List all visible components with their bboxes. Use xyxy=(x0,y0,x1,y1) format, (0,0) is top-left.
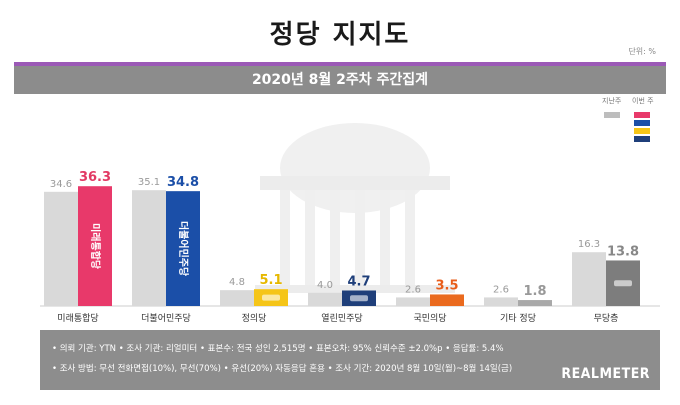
value-label-current-4: 3.5 xyxy=(435,278,458,293)
bar-prev-6 xyxy=(572,252,606,306)
category-label-3: 열린민주당 xyxy=(321,313,362,324)
brand-logo: REALMETER xyxy=(561,366,650,382)
value-label-prev-0: 34.6 xyxy=(50,179,72,190)
footer-notes: • 의뢰 기관: YTN • 조사 기관: 리얼미터 • 표본수: 전국 성인 … xyxy=(40,330,660,390)
value-label-current-5: 1.8 xyxy=(523,284,546,299)
value-label-prev-3: 4.0 xyxy=(317,280,333,291)
bar-prev-2 xyxy=(220,290,254,306)
legend-current-swatch-2 xyxy=(634,128,650,134)
category-label-5: 기타 정당 xyxy=(500,313,536,324)
bar-prev-3 xyxy=(308,292,342,306)
value-label-prev-1: 35.1 xyxy=(138,177,160,188)
value-label-current-6: 13.8 xyxy=(607,244,639,259)
value-label-prev-5: 2.6 xyxy=(493,284,509,295)
subtitle-text: 2020년 8월 2주차 주간집계 xyxy=(251,72,429,88)
bar-logo-2 xyxy=(262,294,280,301)
category-label-1: 더불어민주당 xyxy=(141,313,191,324)
bar-prev-0 xyxy=(44,191,78,306)
legend: 지난주 이번 주 xyxy=(602,96,662,152)
value-label-prev-6: 16.3 xyxy=(578,239,600,250)
capitol-watermark xyxy=(255,123,455,293)
bar-current-1 xyxy=(166,191,200,306)
value-label-prev-2: 4.8 xyxy=(229,277,245,288)
category-label-0: 미래통합당 xyxy=(57,313,98,324)
chart-title: 정당 지지도 xyxy=(269,20,411,50)
category-label-6: 무당층 xyxy=(594,313,619,324)
subtitle-bar: 2020년 8월 2주차 주간집계 xyxy=(14,62,666,94)
legend-prev-swatch xyxy=(604,112,620,118)
bar-logo-text-0: 미래통합당 xyxy=(89,223,102,270)
category-label-4: 국민의당 xyxy=(413,313,446,324)
footer-line-1: • 의뢰 기관: YTN • 조사 기관: 리얼미터 • 표본수: 전국 성인 … xyxy=(52,344,504,354)
value-label-current-0: 36.3 xyxy=(79,170,111,185)
legend-prev-label: 지난주 xyxy=(602,97,622,105)
value-label-current-2: 5.1 xyxy=(259,273,282,288)
category-label-2: 정의당 xyxy=(242,313,267,324)
unit-label: 단위: % xyxy=(628,47,656,56)
bar-current-0 xyxy=(78,186,112,306)
bar-prev-5 xyxy=(484,297,518,306)
legend-this-label: 이번 주 xyxy=(632,97,654,105)
bar-prev-4 xyxy=(396,297,430,306)
footer-line-2: • 조사 방법: 무선 전화면접(10%), 무선(70%) • 유선(20%)… xyxy=(52,364,513,374)
bar-logo-6 xyxy=(614,280,632,287)
legend-current-swatch-3 xyxy=(634,136,650,142)
bar-logo-3 xyxy=(350,295,368,302)
bar-prev-1 xyxy=(132,190,166,306)
legend-current-swatch-1 xyxy=(634,120,650,126)
value-label-current-3: 4.7 xyxy=(347,274,370,289)
bar-logo-text-1: 더불어민주당 xyxy=(177,221,190,277)
legend-current-swatch-0 xyxy=(634,112,650,118)
value-label-prev-4: 2.6 xyxy=(405,284,421,295)
bar-current-5 xyxy=(518,300,552,306)
bar-current-4 xyxy=(430,294,464,306)
value-label-current-1: 34.8 xyxy=(167,175,199,190)
